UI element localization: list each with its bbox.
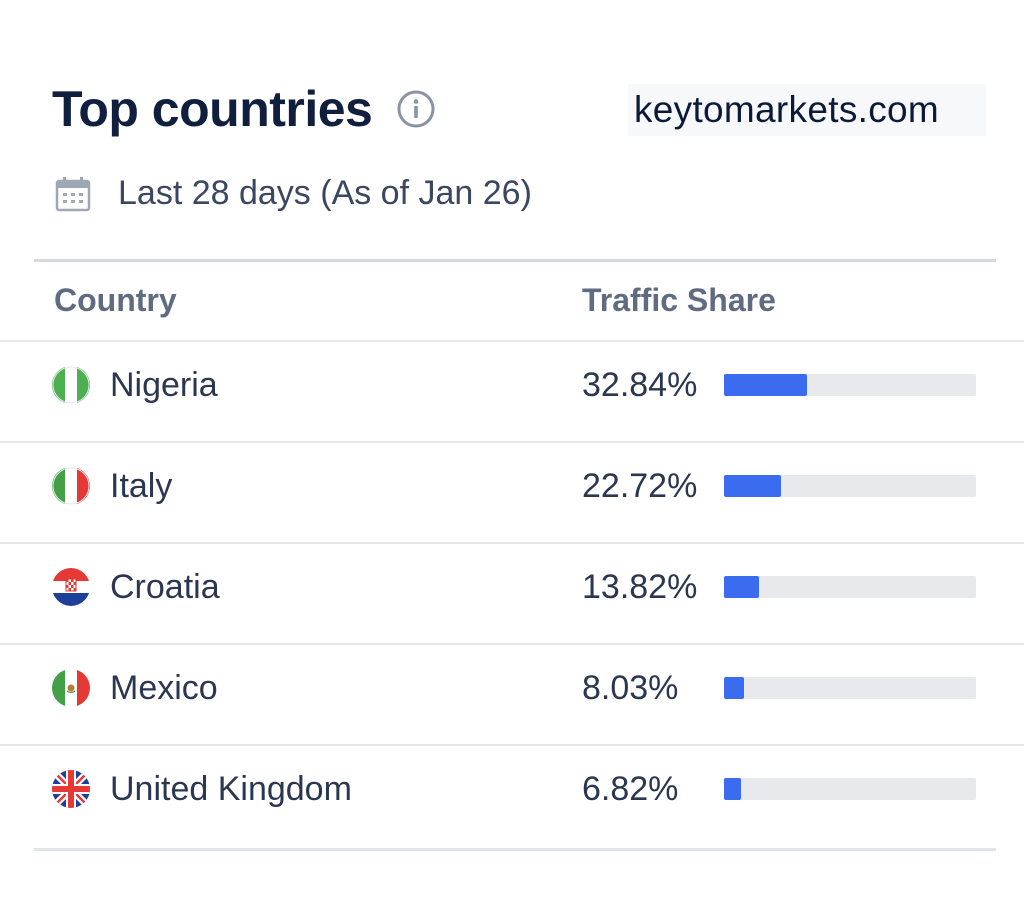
- table-header: Country Traffic Share: [0, 262, 1024, 340]
- country-table-body: Nigeria 32.84% Italy 22.72%: [0, 340, 1024, 845]
- table-row[interactable]: Nigeria 32.84%: [0, 340, 1024, 441]
- traffic-share-value: 13.82%: [582, 568, 698, 606]
- country-name: Croatia: [110, 568, 220, 606]
- traffic-share-bar: [724, 374, 976, 396]
- top-divider: [34, 259, 996, 262]
- column-header-traffic-share[interactable]: Traffic Share: [582, 282, 776, 318]
- traffic-share-bar-fill: [724, 475, 782, 497]
- traffic-share-value: 22.72%: [582, 467, 698, 505]
- traffic-share-bar: [724, 475, 976, 497]
- traffic-share-value: 6.82%: [582, 770, 679, 808]
- brand-watermark: keytomarkets.com: [628, 84, 986, 136]
- calendar-icon: [54, 175, 92, 213]
- info-icon[interactable]: [396, 89, 436, 129]
- table-row[interactable]: Croatia 13.82%: [0, 542, 1024, 643]
- country-name: Italy: [110, 467, 173, 505]
- date-range: Last 28 days (As of Jan 26): [54, 174, 532, 213]
- country-name: Nigeria: [110, 366, 218, 404]
- traffic-share-bar: [724, 576, 976, 598]
- traffic-share-bar-fill: [724, 778, 742, 800]
- traffic-share-bar-fill: [724, 576, 759, 598]
- country-name: Mexico: [110, 669, 218, 707]
- uk-flag-icon: [52, 770, 90, 808]
- traffic-share-value: 8.03%: [582, 669, 679, 707]
- traffic-share-bar: [724, 778, 976, 800]
- table-row[interactable]: United Kingdom 6.82%: [0, 744, 1024, 845]
- nigeria-flag-icon: [52, 366, 90, 404]
- traffic-share-bar: [724, 677, 976, 699]
- country-name: United Kingdom: [110, 770, 352, 808]
- table-row[interactable]: Mexico 8.03%: [0, 643, 1024, 744]
- traffic-share-value: 32.84%: [582, 366, 698, 404]
- bottom-divider: [34, 848, 996, 851]
- column-header-country[interactable]: Country: [54, 282, 177, 318]
- italy-flag-icon: [52, 467, 90, 505]
- date-range-text: Last 28 days (As of Jan 26): [118, 174, 532, 212]
- mexico-flag-icon: [52, 669, 90, 707]
- traffic-share-bar-fill: [724, 677, 745, 699]
- table-row[interactable]: Italy 22.72%: [0, 441, 1024, 542]
- card-title: Top countries: [52, 81, 373, 137]
- traffic-share-bar-fill: [724, 374, 807, 396]
- title-row: Top countries: [52, 80, 436, 138]
- croatia-flag-icon: [52, 568, 90, 606]
